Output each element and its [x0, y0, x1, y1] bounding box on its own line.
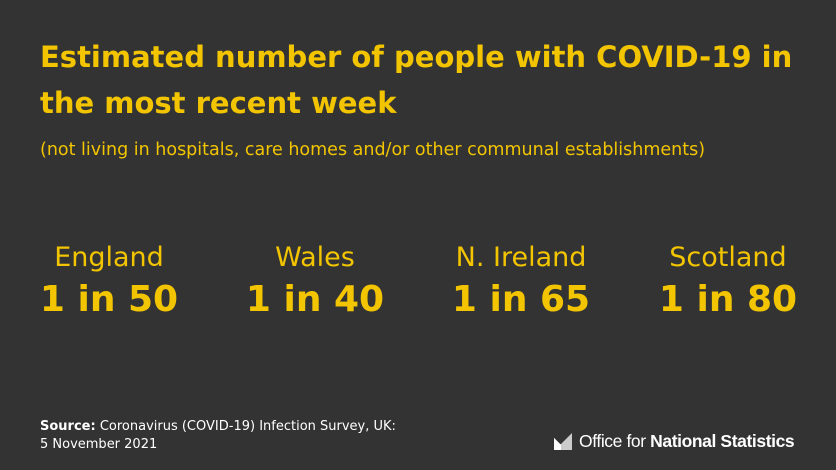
stat-wales: Wales 1 in 40 — [215, 240, 415, 324]
stat-name-england: England — [54, 242, 164, 273]
stat-england: England 1 in 50 — [9, 240, 209, 324]
stat-name-n-ireland: N. Ireland — [455, 242, 587, 273]
ons-logo: Office for National Statistics — [552, 428, 812, 454]
stat-value-england: 1 in 50 — [39, 279, 179, 320]
stat-value-n-ireland: 1 in 65 — [451, 279, 591, 320]
source-date: 5 November 2021 — [40, 437, 158, 452]
stat-n-ireland: N. Ireland 1 in 65 — [421, 240, 621, 324]
ons-logo-text: Office for National Statistics — [579, 428, 795, 454]
ons-logo-text-regular: Office for — [579, 431, 651, 451]
stat-value-wales: 1 in 40 — [245, 279, 385, 320]
stats-row: England 1 in 50 Wales 1 in 40 N. Ireland… — [0, 240, 836, 330]
stat-scotland: Scotland 1 in 80 — [628, 240, 828, 324]
source-label: Source: — [40, 419, 96, 434]
source-note: Source: Coronavirus (COVID-19) Infection… — [40, 418, 480, 454]
stat-name-scotland: Scotland — [669, 242, 787, 273]
ons-logo-icon — [553, 433, 572, 450]
source-text: Coronavirus (COVID-19) Infection Survey,… — [95, 419, 396, 434]
stat-value-scotland: 1 in 80 — [658, 279, 798, 320]
ons-logo-text-bold: National Statistics — [650, 431, 795, 451]
stat-name-wales: Wales — [275, 242, 355, 273]
headline-subtitle: (not living in hospitals, care homes and… — [40, 140, 706, 160]
headline-title: Estimated number of people with COVID-19… — [40, 40, 793, 120]
